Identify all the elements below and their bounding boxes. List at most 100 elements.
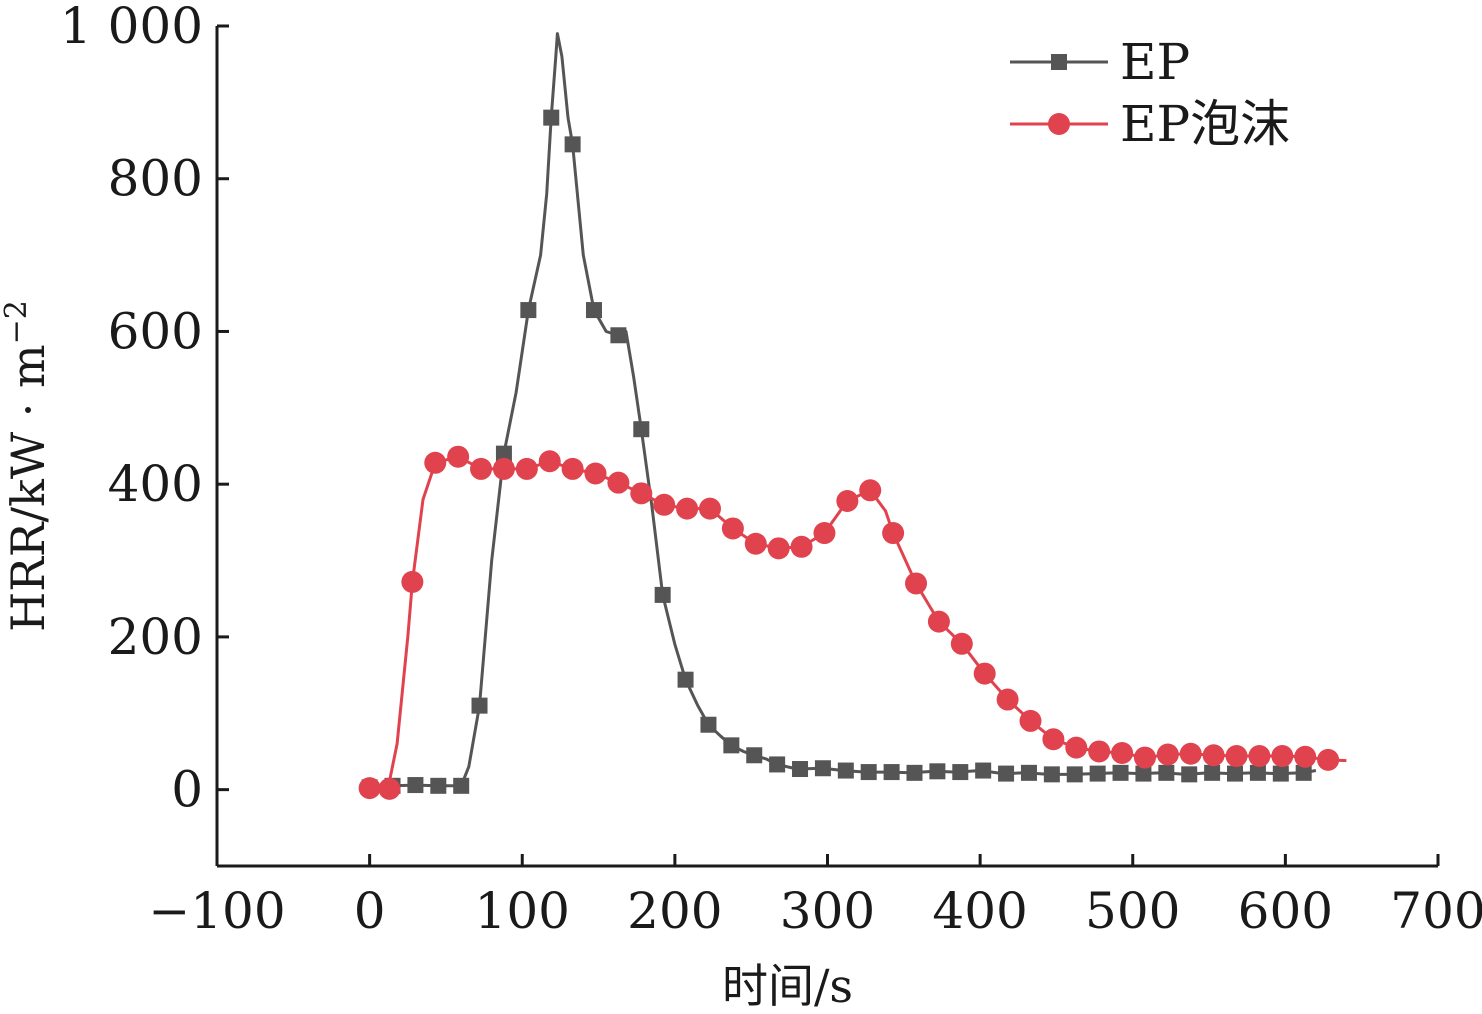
x-axis-title: 时间/s bbox=[722, 959, 853, 1013]
data-point bbox=[1111, 741, 1134, 764]
data-point bbox=[860, 764, 877, 781]
data-point bbox=[630, 482, 653, 505]
data-point bbox=[447, 445, 470, 468]
data-point bbox=[1042, 728, 1065, 751]
y-axis-title: HRR/kW · m−2 bbox=[0, 300, 55, 632]
data-point bbox=[1065, 736, 1088, 759]
data-point bbox=[1066, 766, 1083, 783]
data-point bbox=[1271, 745, 1294, 768]
legend-label: EP bbox=[1120, 33, 1190, 91]
x-tick-label: 300 bbox=[780, 882, 875, 940]
data-point bbox=[654, 586, 671, 603]
data-point bbox=[1179, 742, 1202, 765]
y-axis-title-superscript: −2 bbox=[0, 300, 34, 344]
data-point bbox=[837, 762, 854, 779]
data-point bbox=[721, 517, 744, 540]
data-point bbox=[1156, 743, 1179, 766]
data-point bbox=[543, 109, 560, 126]
data-point bbox=[950, 632, 973, 655]
legend-marker bbox=[1048, 113, 1070, 135]
data-point bbox=[407, 777, 424, 794]
legend-item: EP泡沫 bbox=[1010, 95, 1290, 153]
data-point bbox=[769, 756, 786, 773]
data-point bbox=[1158, 764, 1175, 781]
data-point bbox=[495, 445, 512, 462]
data-point bbox=[653, 493, 676, 516]
data-point bbox=[585, 302, 602, 319]
data-point bbox=[561, 457, 584, 480]
y-tick-label: 800 bbox=[108, 150, 203, 208]
data-point bbox=[792, 761, 809, 778]
legend-label: EP泡沫 bbox=[1120, 95, 1290, 153]
data-point bbox=[859, 479, 882, 502]
x-ticks: −100 0 100 200 300 400 500 600 700 bbox=[148, 854, 1482, 940]
y-ticks: 0 200 400 600 800 1 000 bbox=[60, 0, 229, 819]
data-point bbox=[1204, 764, 1221, 781]
data-point bbox=[813, 522, 836, 545]
data-point bbox=[677, 671, 694, 688]
data-point bbox=[927, 610, 950, 633]
data-point bbox=[1133, 746, 1156, 769]
data-point bbox=[790, 535, 813, 558]
data-point bbox=[424, 451, 447, 474]
data-point bbox=[358, 777, 381, 800]
x-tick-label: 400 bbox=[932, 882, 1027, 940]
data-point bbox=[1227, 765, 1244, 782]
data-point bbox=[996, 688, 1019, 711]
y-tick-label: 600 bbox=[108, 302, 203, 360]
data-point bbox=[1295, 764, 1312, 781]
data-point bbox=[814, 760, 831, 777]
data-point bbox=[767, 537, 790, 560]
data-point bbox=[1135, 765, 1152, 782]
data-point bbox=[470, 457, 493, 480]
data-point bbox=[1088, 740, 1111, 763]
data-point bbox=[746, 747, 763, 764]
data-point bbox=[929, 763, 946, 780]
data-point bbox=[378, 777, 401, 800]
x-tick-label: 100 bbox=[475, 882, 570, 940]
y-tick-label: 0 bbox=[171, 761, 203, 819]
legend-marker bbox=[1051, 54, 1067, 70]
data-point bbox=[700, 716, 717, 733]
x-tick-label: 200 bbox=[627, 882, 722, 940]
series-layer bbox=[358, 32, 1347, 800]
y-tick-label: 1 000 bbox=[60, 0, 203, 55]
data-point bbox=[723, 737, 740, 754]
series-ep-foam bbox=[358, 445, 1347, 800]
data-point bbox=[975, 762, 992, 779]
data-point bbox=[564, 136, 581, 153]
data-point bbox=[882, 522, 905, 545]
data-point bbox=[836, 489, 859, 512]
data-point bbox=[906, 764, 923, 781]
data-point bbox=[1020, 764, 1037, 781]
data-point bbox=[1248, 745, 1271, 768]
data-point bbox=[952, 764, 969, 781]
data-point bbox=[1249, 764, 1266, 781]
data-point bbox=[453, 777, 470, 794]
data-point bbox=[973, 662, 996, 685]
x-tick-label: 0 bbox=[354, 882, 386, 940]
x-tick-label: 700 bbox=[1390, 882, 1482, 940]
data-point bbox=[1181, 766, 1198, 783]
data-point bbox=[515, 457, 538, 480]
legend-item: EP bbox=[1010, 33, 1190, 91]
y-tick-label: 400 bbox=[108, 455, 203, 513]
data-point bbox=[520, 302, 537, 319]
data-point bbox=[698, 497, 721, 520]
data-point bbox=[744, 532, 767, 555]
x-tick-label: −100 bbox=[148, 882, 285, 940]
data-point bbox=[1225, 745, 1248, 768]
data-point bbox=[1294, 745, 1317, 768]
data-point bbox=[401, 570, 424, 593]
series-line bbox=[369, 455, 1347, 791]
data-point bbox=[492, 457, 515, 480]
x-tick-label: 600 bbox=[1238, 882, 1333, 940]
data-point bbox=[610, 327, 627, 344]
data-point bbox=[1272, 765, 1289, 782]
data-point bbox=[430, 777, 447, 794]
data-point bbox=[538, 450, 561, 473]
data-point bbox=[1112, 764, 1129, 781]
data-point bbox=[998, 765, 1015, 782]
